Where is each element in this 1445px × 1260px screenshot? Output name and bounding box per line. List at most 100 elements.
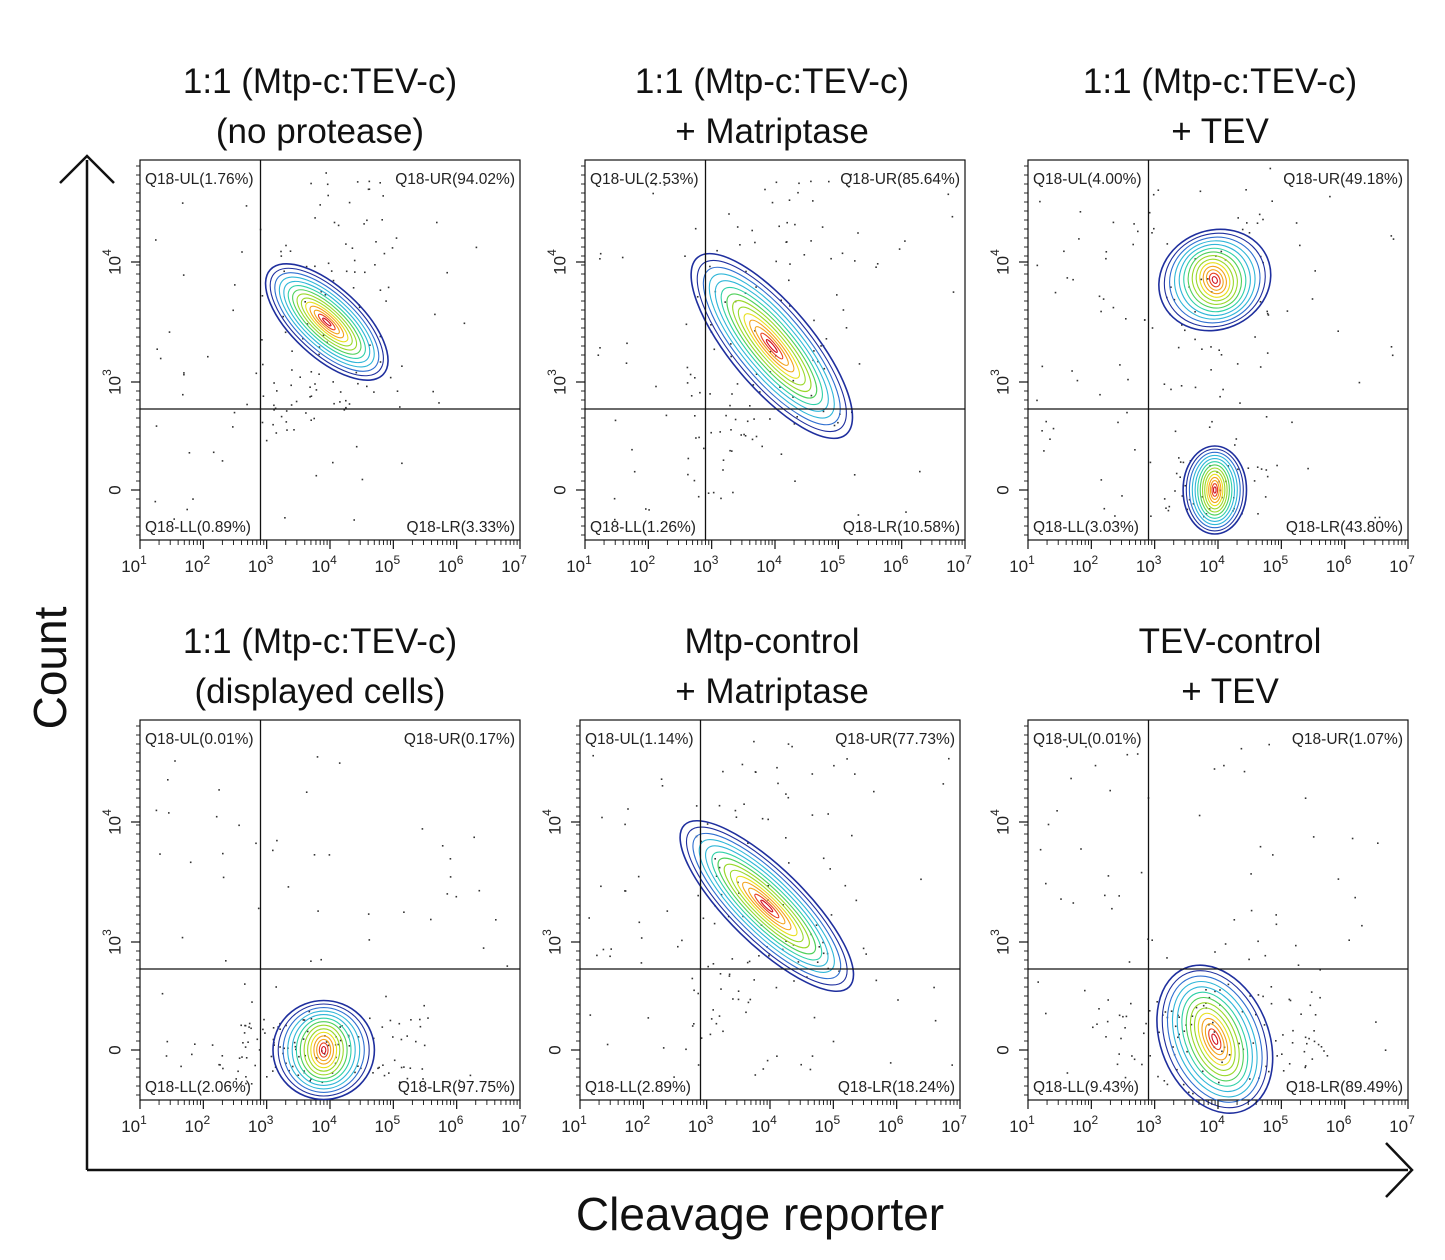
event-dot [1186,508,1189,511]
contour-line [723,863,810,949]
event-dot [1374,516,1376,519]
event-dot [1174,1025,1177,1028]
event-dot [250,1083,253,1085]
event-dot [786,221,788,224]
event-dot [813,1016,816,1019]
event-dot [469,1074,472,1077]
event-dot [234,284,236,286]
quadrant-label-ur: Q18-UR(94.02%) [395,171,515,188]
event-dot [258,1049,261,1051]
event-dot [379,289,382,291]
event-dot [687,473,689,476]
event-dot [754,330,756,332]
event-dot [596,954,598,957]
contour-line [292,289,362,355]
x-tick-label: 102 [625,1113,651,1136]
event-dot [709,393,711,395]
event-dot [385,300,387,302]
event-dot [1221,1050,1223,1053]
event-dot [1241,1010,1244,1013]
x-tick-label: 105 [375,553,401,576]
event-dot [1103,507,1106,510]
panel-6-title-line-1: TEV-control [1138,622,1322,661]
y-tick-label: 104 [545,249,569,275]
event-dot [327,262,330,265]
contour-line [1185,448,1244,532]
event-dot [713,348,716,351]
event-dot [1172,1046,1174,1048]
panel-5-title: Mtp-control + Matriptase [552,617,992,717]
event-dot [654,183,657,186]
event-dot [1303,1050,1306,1053]
event-dot [694,227,697,230]
contour-line [287,1010,361,1090]
event-dot [339,391,342,393]
x-tick-label: 104 [311,1113,337,1136]
event-dot [310,371,313,373]
x-tick-exponent: 4 [770,1113,777,1127]
event-dot [1233,919,1236,921]
event-dot [345,399,347,402]
event-dot [173,518,175,520]
event-dot [1168,505,1171,508]
event-dot [273,409,275,411]
event-dot [1137,230,1139,233]
event-dot [1257,513,1259,515]
event-dot [825,338,828,340]
event-dot [875,979,878,982]
contour-line [705,845,829,967]
event-dot [829,868,831,870]
x-tick-exponent: 2 [203,553,210,567]
event-dot [898,248,901,250]
event-dot [345,243,347,245]
event-dot [813,319,815,322]
x-tick-exponent: 2 [1091,1113,1098,1127]
event-dot [905,511,907,513]
event-dot [1098,1008,1100,1010]
event-dot [624,823,626,826]
event-dot [343,409,346,411]
contour-line [1183,247,1247,313]
event-dot [1268,743,1270,746]
x-tick-exponent: 5 [1281,1113,1288,1127]
quadrant-label-lr: Q18-LR(89.49%) [1286,1079,1403,1096]
x-tick-label: 104 [1199,1113,1225,1136]
event-dot [813,350,815,352]
event-dot [345,270,348,273]
x-tick-label: 102 [1073,1113,1099,1136]
event-dot [753,418,755,420]
event-dot [740,434,742,436]
event-dot [430,918,432,921]
event-dot [1112,221,1115,224]
event-dot [1158,1031,1160,1034]
x-tick-exponent: 1 [1028,553,1035,567]
event-dot [427,1017,429,1019]
y-tick-exponent: 4 [988,809,1002,816]
event-dot [1235,438,1238,440]
contour-line [1181,991,1249,1087]
event-dot [1270,986,1273,988]
panel-1-title-line-2: (no protease) [215,112,425,151]
x-tick-label: 104 [1199,553,1225,576]
event-dot [155,809,158,812]
y-tick-label: 0 [993,1045,1012,1054]
event-dot [1329,195,1331,198]
event-dot [1192,1092,1194,1095]
event-dot [1238,1042,1240,1045]
event-dot [280,255,283,257]
event-dot [1317,1043,1320,1046]
x-tick-label: 106 [438,1113,464,1136]
event-dot [246,403,248,406]
event-dot [1054,291,1057,294]
event-dot [788,279,790,282]
x-tick-label: 107 [941,1113,967,1136]
event-dot [811,1055,814,1057]
event-dot [1241,228,1244,231]
event-dot [613,497,616,500]
quadrant-label-ll: Q18-LL(3.03%) [1033,519,1139,536]
event-dot [446,893,449,895]
event-dot [1227,465,1230,467]
event-dot [1292,1029,1294,1032]
event-dot [793,423,796,425]
event-dot [728,975,731,977]
